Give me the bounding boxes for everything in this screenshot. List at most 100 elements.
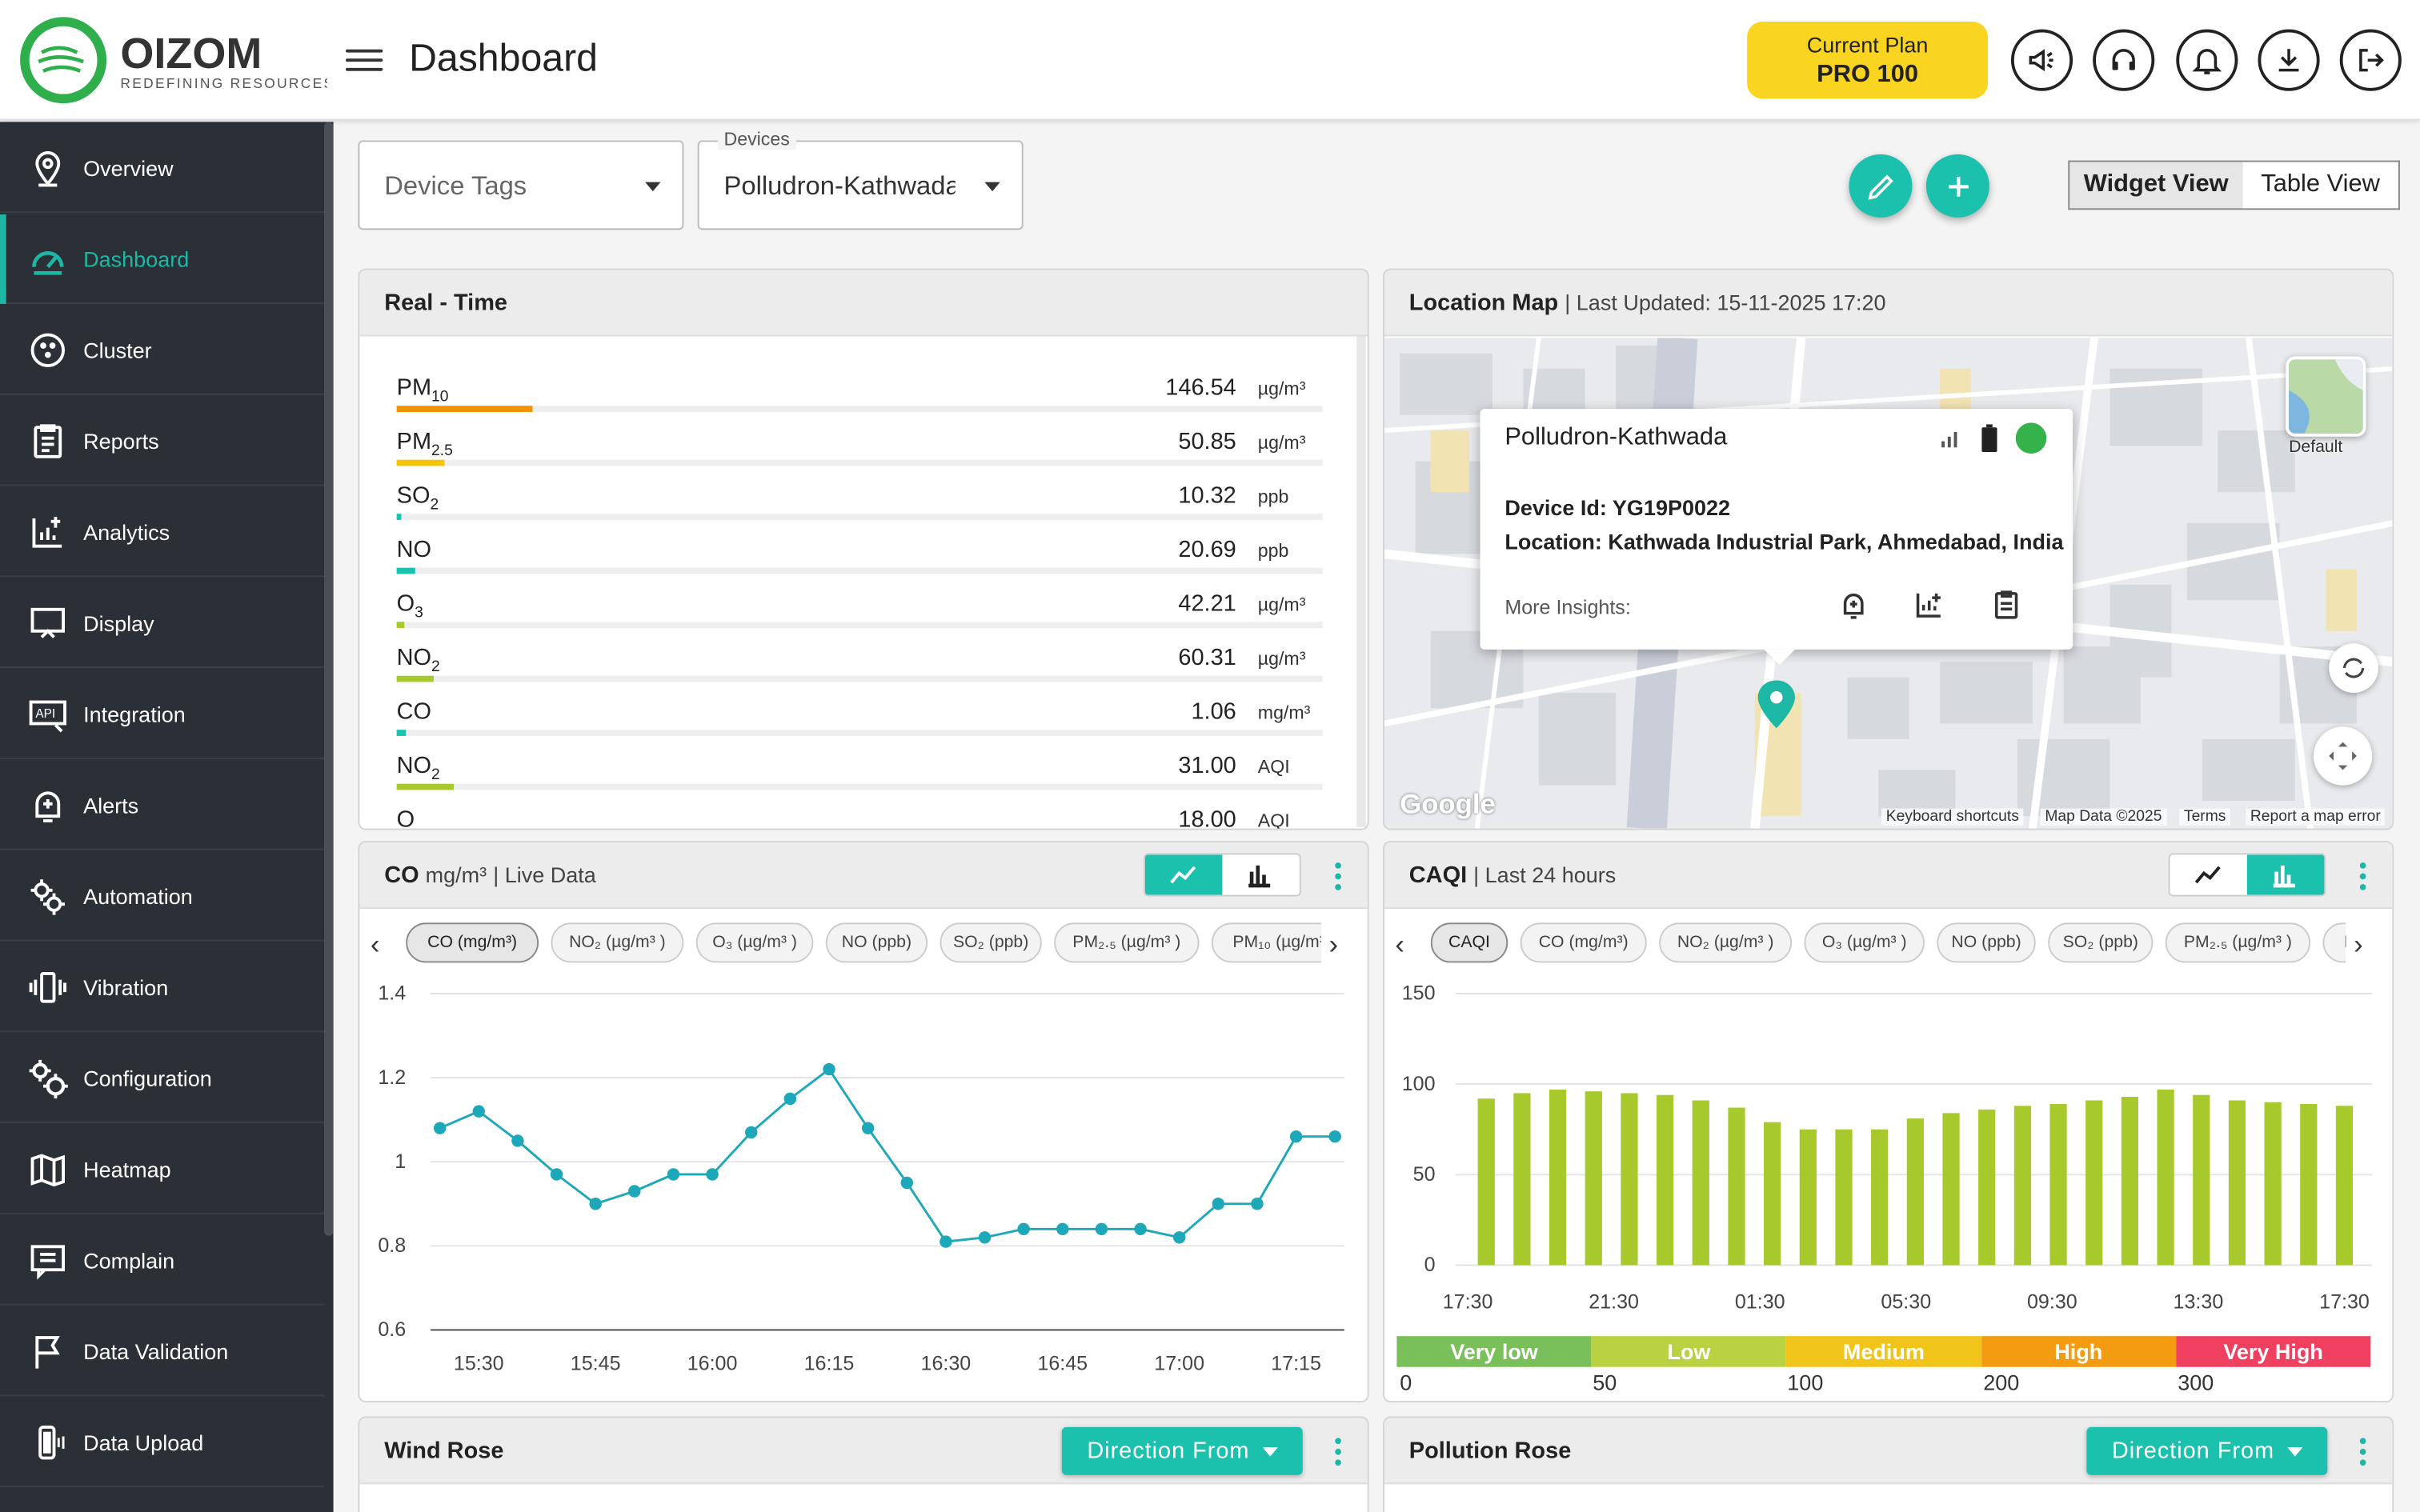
sidebar-item-data-upload[interactable]: Data Upload (0, 1398, 324, 1488)
caqi-x-tick: 05:30 (1881, 1290, 1931, 1313)
sidebar-item-configuration[interactable]: Configuration (0, 1034, 324, 1123)
co-data-point (433, 1122, 447, 1134)
menu-hamburger-icon[interactable] (345, 40, 383, 80)
sidebar-item-overview[interactable]: Overview (0, 123, 324, 214)
pollutant-chip[interactable]: CAQI (1430, 922, 1508, 963)
pollutant-value: 42.21 (1178, 590, 1236, 618)
pollutant-chip[interactable]: CO (mg/m³) (406, 922, 539, 963)
caqi-chart-title: CAQI | Last 24 hours (1408, 862, 1617, 889)
map-report-error-link[interactable]: Report a map error (2246, 808, 2386, 826)
sidebar-item-data-validation[interactable]: Data Validation (0, 1306, 324, 1397)
edit-dashboard-button[interactable] (1849, 154, 1913, 218)
pollutant-chip[interactable]: O₃ (µg/m³ ) (695, 922, 814, 963)
realtime-row: PM10 146.54 µg/m³ (396, 362, 1323, 416)
add-widget-button[interactable] (1925, 154, 1989, 218)
realtime-scrollbar[interactable] (1356, 336, 1366, 827)
pollutant-unit: µg/m³ (1257, 594, 1306, 616)
sidebar: Overview Dashboard Cluster Reports Analytics… (0, 122, 334, 1512)
pollutant-chip[interactable]: SO₂ (ppb) (940, 922, 1042, 963)
caqi-legend-segment: Very High (2175, 1336, 2371, 1367)
oizom-logo[interactable]: OIZOM REDEFINING RESOURCES (18, 15, 333, 105)
sidebar-item-display[interactable]: Display (0, 578, 324, 669)
pollutant-chip[interactable]: PM₂.₅ (µg/m³ ) (1054, 922, 1200, 963)
device-tags-select[interactable]: Device Tags (358, 140, 684, 230)
sidebar-scrollbar[interactable] (323, 122, 334, 1236)
sidebar-item-reports[interactable]: Reports (0, 397, 324, 486)
pollution-rose-more-icon[interactable] (2350, 1438, 2375, 1466)
caqi-legend-segment: Medium (1786, 1336, 1981, 1367)
pollutant-name: NO (396, 537, 432, 563)
pollutant-unit: µg/m³ (1257, 431, 1306, 454)
pollutant-name: O3 (396, 590, 423, 622)
widget-view-toggle[interactable]: Widget View (2068, 160, 2245, 210)
support-button[interactable] (2093, 29, 2155, 91)
map-keyboard-shortcuts-link[interactable]: Keyboard shortcuts (1881, 808, 2024, 826)
pollution-rose-header: Pollution Rose Direction From (1384, 1418, 2393, 1485)
caqi-x-tick: 09:30 (2027, 1290, 2077, 1313)
notifications-button[interactable] (2176, 29, 2238, 91)
table-view-toggle[interactable]: Table View (2242, 160, 2400, 210)
logout-button[interactable] (2339, 29, 2402, 91)
co-data-point (1134, 1222, 1147, 1236)
sidebar-item-vibration[interactable]: Vibration (0, 942, 324, 1033)
wind-rose-more-icon[interactable] (1326, 1438, 1351, 1466)
chip-scroll-right-icon[interactable]: › (1328, 928, 1339, 959)
logout-icon (2359, 49, 2384, 72)
pollutant-chip[interactable]: CO (mg/m³) (1520, 922, 1647, 963)
pollutant-level-bar (396, 675, 434, 682)
pollutant-chip[interactable]: NO (ppb) (825, 922, 928, 963)
pollutant-chip[interactable]: PM₂.₅ (µg/m³ ) (2165, 922, 2311, 963)
co-data-point (744, 1126, 758, 1139)
map-terms-link[interactable]: Terms (2179, 808, 2231, 826)
co-chart-header: CO mg/m³ | Live Data (359, 842, 1368, 909)
sidebar-item-integration[interactable]: API Integration (0, 670, 324, 759)
map-canvas[interactable]: Polludron-Kathwada Device Id: YG19P0022 … (1384, 338, 2393, 829)
download-button[interactable] (2258, 29, 2320, 91)
pollutant-value: 1.06 (1191, 698, 1236, 726)
alert-bell-icon[interactable] (1837, 588, 1870, 622)
clipboard-icon[interactable] (1989, 588, 2023, 622)
sidebar-item-dashboard[interactable]: Dashboard (0, 214, 324, 304)
brand-name: OIZOM (120, 30, 262, 78)
wind-direction-dropdown[interactable]: Direction From (1061, 1426, 1303, 1475)
chip-scroll-left-icon[interactable]: ‹ (370, 928, 380, 959)
pollutant-chip[interactable]: PM₁₀ (µg/m³ ) (1211, 922, 1321, 963)
bar-chart-button[interactable] (2246, 854, 2325, 895)
announcement-button[interactable] (2010, 29, 2073, 91)
map-pan-control[interactable] (2313, 726, 2373, 786)
device-marker-icon (1757, 680, 1795, 729)
sidebar-item-complain[interactable]: Complain (0, 1216, 324, 1306)
devices-select[interactable]: Devices Polludron-Kathwada (697, 128, 1024, 230)
line-chart-button[interactable] (2170, 854, 2247, 894)
caqi-x-tick: 17:30 (2319, 1290, 2370, 1313)
megaphone-icon (2029, 49, 2053, 72)
sidebar-item-automation[interactable]: Automation (0, 852, 324, 942)
sidebar-item-alerts[interactable]: Alerts (0, 761, 324, 850)
line-chart-button[interactable] (1144, 854, 1223, 895)
pollutant-chip[interactable]: NO₂ (µg/m³ ) (1659, 922, 1793, 963)
map-3d-button[interactable] (2329, 643, 2378, 693)
sidebar-item-heatmap[interactable]: Heatmap (0, 1125, 324, 1214)
pollutant-chip[interactable]: SO₂ (ppb) (2048, 922, 2154, 963)
current-plan-button[interactable]: Current Plan PRO 100 (1747, 21, 1988, 99)
caqi-chart-more-icon[interactable] (2350, 862, 2375, 890)
map-layer-toggle[interactable] (2286, 356, 2366, 437)
analytics-icon[interactable] (1912, 588, 1945, 622)
pollution-rose-title: Pollution Rose (1408, 1438, 1572, 1465)
co-chart-more-icon[interactable] (1326, 862, 1351, 890)
pollutant-chip[interactable]: O₃ (µg/m³ ) (1804, 922, 1925, 963)
pollutant-chip[interactable]: PM₁₀ (µg/m³ ) (2322, 922, 2346, 963)
status-online-icon (2015, 422, 2047, 454)
chip-scroll-right-icon[interactable]: › (2354, 928, 2363, 959)
pollution-direction-dropdown[interactable]: Direction From (2086, 1426, 2328, 1475)
bar-chart-button[interactable] (1222, 854, 1299, 894)
sidebar-item-cluster[interactable]: Cluster (0, 306, 324, 395)
co-x-tick: 15:45 (571, 1353, 621, 1375)
download-icon (2278, 49, 2299, 72)
caqi-bar (2228, 1100, 2246, 1266)
sidebar-item-analytics[interactable]: Analytics (0, 487, 324, 578)
caqi-bar (1942, 1113, 1960, 1266)
pollutant-chip[interactable]: NO (ppb) (1937, 922, 2036, 963)
pollutant-chip[interactable]: NO₂ (µg/m³ ) (551, 922, 684, 963)
chip-scroll-left-icon[interactable]: ‹ (1395, 928, 1404, 959)
